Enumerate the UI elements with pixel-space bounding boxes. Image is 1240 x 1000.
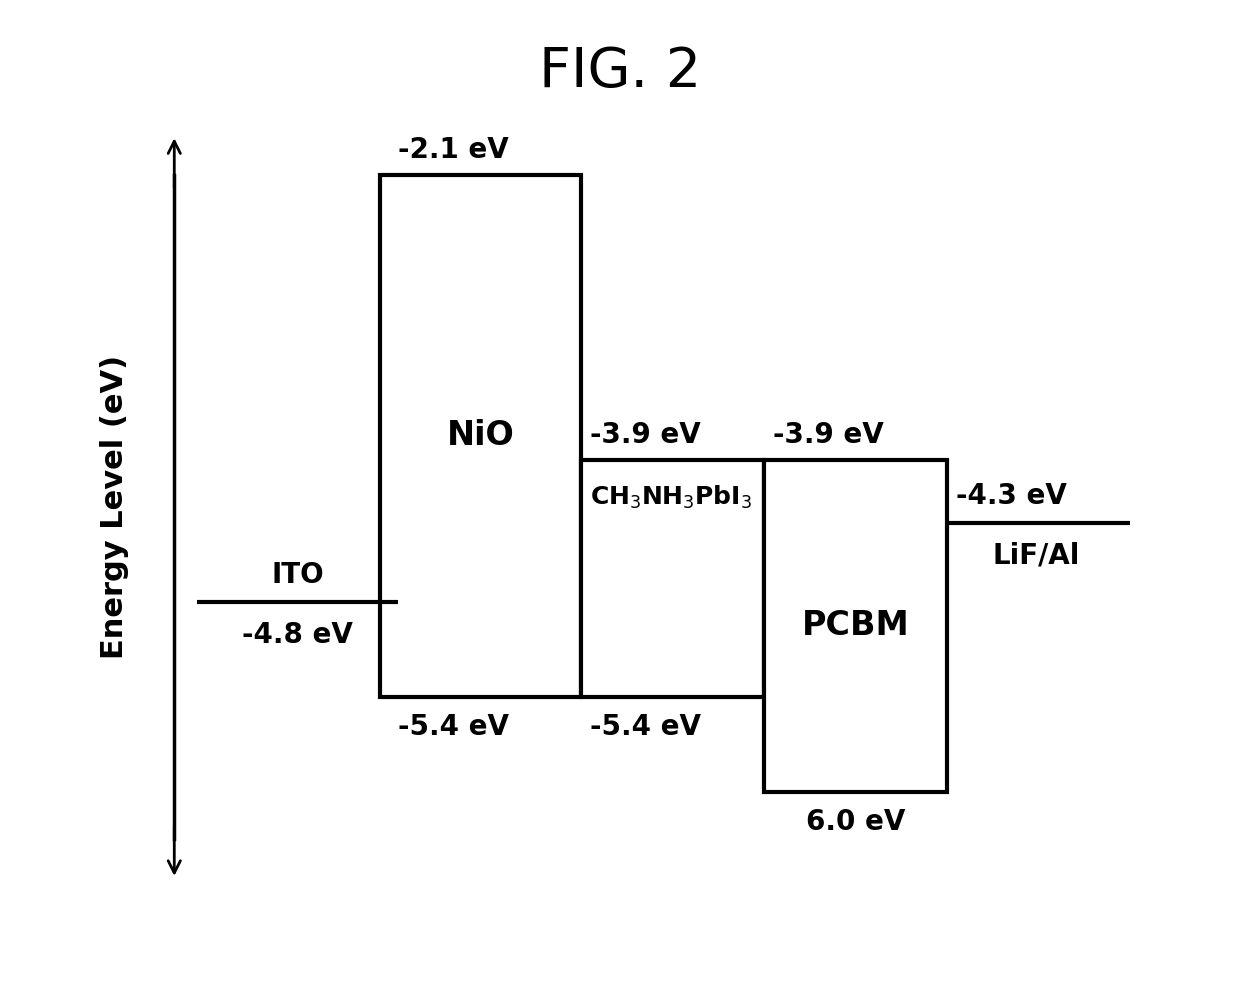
Bar [379, 175, 582, 697]
Text: 6.0 eV: 6.0 eV [806, 808, 905, 836]
Text: FIG. 2: FIG. 2 [539, 45, 701, 99]
Text: -4.8 eV: -4.8 eV [242, 621, 353, 649]
Bar [582, 460, 764, 697]
Text: PCBM: PCBM [801, 609, 909, 642]
Text: -2.1 eV: -2.1 eV [398, 136, 510, 164]
Bar [764, 460, 947, 792]
Text: NiO: NiO [446, 419, 515, 452]
Text: -5.4 eV: -5.4 eV [590, 713, 702, 741]
Text: -3.9 eV: -3.9 eV [590, 421, 701, 449]
Text: -4.3 eV: -4.3 eV [956, 482, 1066, 510]
Text: LiF/Al: LiF/Al [992, 542, 1080, 570]
Text: -5.4 eV: -5.4 eV [398, 713, 510, 741]
Text: CH$_3$NH$_3$PbI$_3$: CH$_3$NH$_3$PbI$_3$ [590, 483, 753, 511]
Text: Energy Level (eV): Energy Level (eV) [100, 355, 129, 659]
Text: -3.9 eV: -3.9 eV [773, 421, 884, 449]
Text: ITO: ITO [272, 561, 324, 589]
